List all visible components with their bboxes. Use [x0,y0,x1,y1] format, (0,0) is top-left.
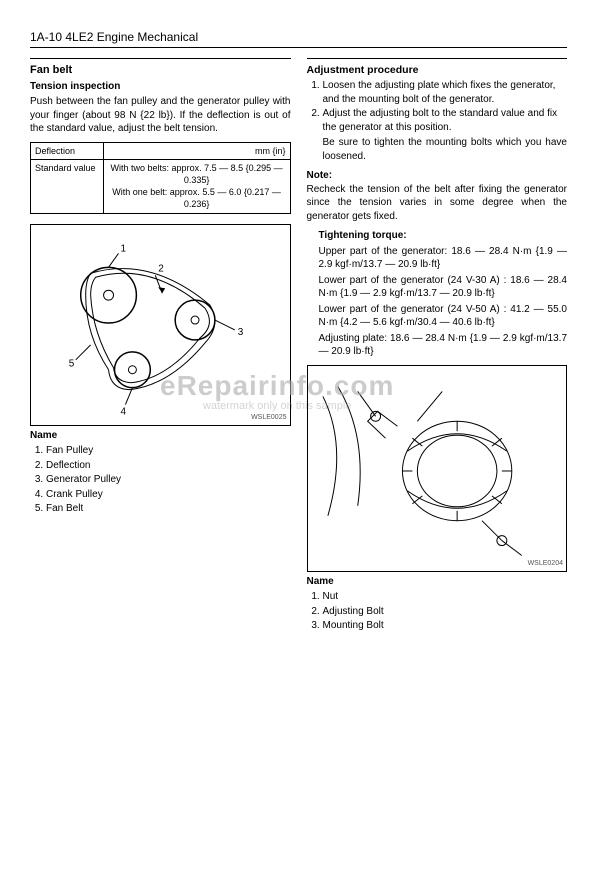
svg-text:5: 5 [69,358,75,369]
belt-diagram-svg: 1 2 3 4 5 [31,225,290,425]
section-title-adjustment: Adjustment procedure [307,63,568,77]
torque-line: Lower part of the generator (24 V-50 A) … [319,303,568,330]
svg-text:2: 2 [158,263,164,274]
step-sub-note: Be sure to tighten the mounting bolts wh… [323,136,568,163]
figure-ref: WSLE0025 [251,413,286,422]
svg-text:1: 1 [120,243,126,254]
two-column-layout: Fan belt Tension inspection Push between… [30,54,567,639]
right-column: Adjustment procedure Loosen the adjustin… [307,54,568,639]
table-cell: Deflection [31,142,104,159]
list-item: Mounting Bolt [323,619,568,633]
list-item: Crank Pulley [46,488,291,502]
note-body: Recheck the tension of the belt after fi… [307,183,568,224]
sub-title-tension: Tension inspection [30,80,291,94]
list-item: Deflection [46,459,291,473]
section-title-fanbelt: Fan belt [30,63,291,78]
left-column: Fan belt Tension inspection Push between… [30,54,291,639]
torque-line: Upper part of the generator: 18.6 — 28.4… [319,245,568,272]
list-item: Adjust the adjusting bolt to the standar… [323,107,568,134]
list-item: Nut [323,590,568,604]
list-item: Fan Belt [46,502,291,516]
manual-page: 1A-10 4LE2 Engine Mechanical Fan belt Te… [0,0,597,873]
name-heading: Name [307,575,568,589]
name-heading: Name [30,429,291,443]
svg-text:3: 3 [238,326,244,337]
list-item: Fan Pulley [46,444,291,458]
svg-text:4: 4 [120,406,126,417]
tension-paragraph: Push between the fan pulley and the gene… [30,95,291,136]
list-item: Generator Pulley [46,473,291,487]
figure-ref: WSLE0204 [528,559,563,568]
torque-line: Adjusting plate: 18.6 — 28.4 N·m {1.9 — … [319,332,568,359]
table-cell: mm {in} [103,142,290,159]
note-heading: Note: [307,169,568,183]
table-cell: Standard value [31,159,104,213]
list-item: Loosen the adjusting plate which fixes t… [323,79,568,106]
deflection-table: Deflection mm {in} Standard value With t… [30,142,291,214]
generator-svg [308,366,567,571]
torque-heading: Tightening torque: [319,229,568,243]
page-header: 1A-10 4LE2 Engine Mechanical [30,30,567,48]
list-item: Adjusting Bolt [323,605,568,619]
torque-block: Upper part of the generator: 18.6 — 28.4… [319,245,568,359]
right-name-list: Nut Adjusting Bolt Mounting Bolt [323,590,568,633]
generator-figure: WSLE0204 [307,365,568,572]
belt-diagram-figure: 1 2 3 4 5 WSLE0025 [30,224,291,426]
torque-line: Lower part of the generator (24 V-30 A) … [319,274,568,301]
left-name-list: Fan Pulley Deflection Generator Pulley C… [46,444,291,516]
table-cell: With two belts: approx. 7.5 — 8.5 {0.295… [103,159,290,213]
procedure-list: Loosen the adjusting plate which fixes t… [323,79,568,134]
